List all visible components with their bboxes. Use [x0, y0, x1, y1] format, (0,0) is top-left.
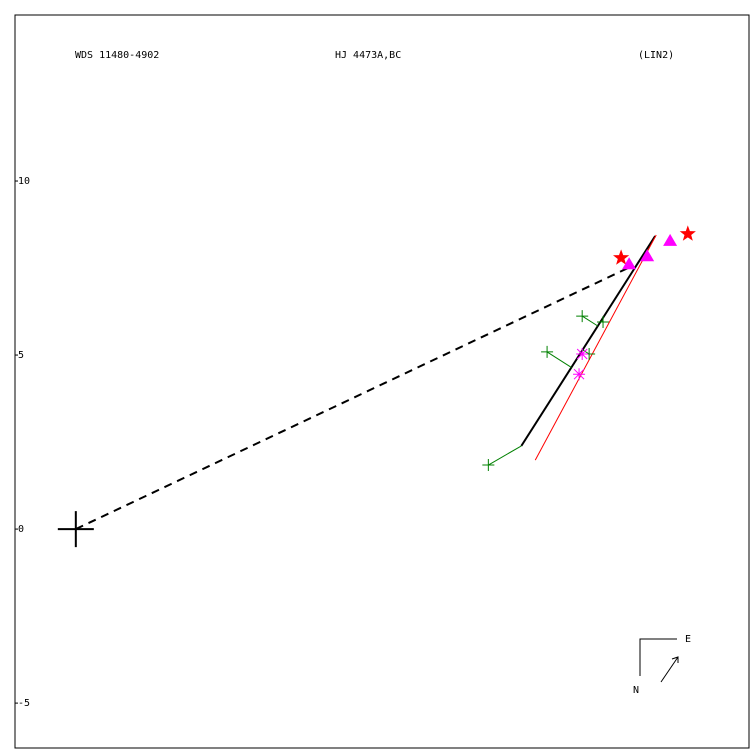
compass-arrow-head — [671, 656, 679, 663]
residual-line — [546, 351, 572, 368]
compass-north: N — [633, 685, 639, 696]
grade-label: (LIN2) — [638, 50, 674, 61]
compass — [639, 638, 677, 676]
y-tick-label: 10 — [18, 176, 30, 187]
triangle-point — [663, 233, 678, 246]
residual-line — [488, 445, 522, 466]
orbit-line — [75, 266, 631, 530]
compass-east: E — [685, 634, 691, 645]
asterisk-point — [576, 348, 589, 361]
triangle-point — [622, 257, 637, 270]
star-point — [679, 225, 696, 241]
plot-frame — [14, 14, 750, 749]
star-name: HJ 4473A,BC — [335, 50, 401, 61]
orbit-line — [520, 235, 657, 447]
star-point — [613, 249, 630, 265]
residual-line — [582, 349, 590, 355]
asterisk-point — [573, 368, 586, 381]
y-tick-label: -5 — [18, 698, 30, 709]
plus-point — [597, 315, 610, 328]
plus-point — [576, 310, 589, 323]
triangle-point — [640, 249, 655, 262]
wds-label: WDS 11480-4902 — [75, 50, 159, 61]
plus-point — [541, 345, 554, 358]
plus-point — [482, 459, 495, 472]
residual-line — [581, 315, 599, 327]
y-tick-label: 0 — [18, 524, 24, 535]
y-tick-label: 5 — [18, 350, 24, 361]
compass-arrow — [660, 656, 679, 683]
primary-star — [57, 511, 94, 548]
orbit-line — [534, 234, 657, 461]
